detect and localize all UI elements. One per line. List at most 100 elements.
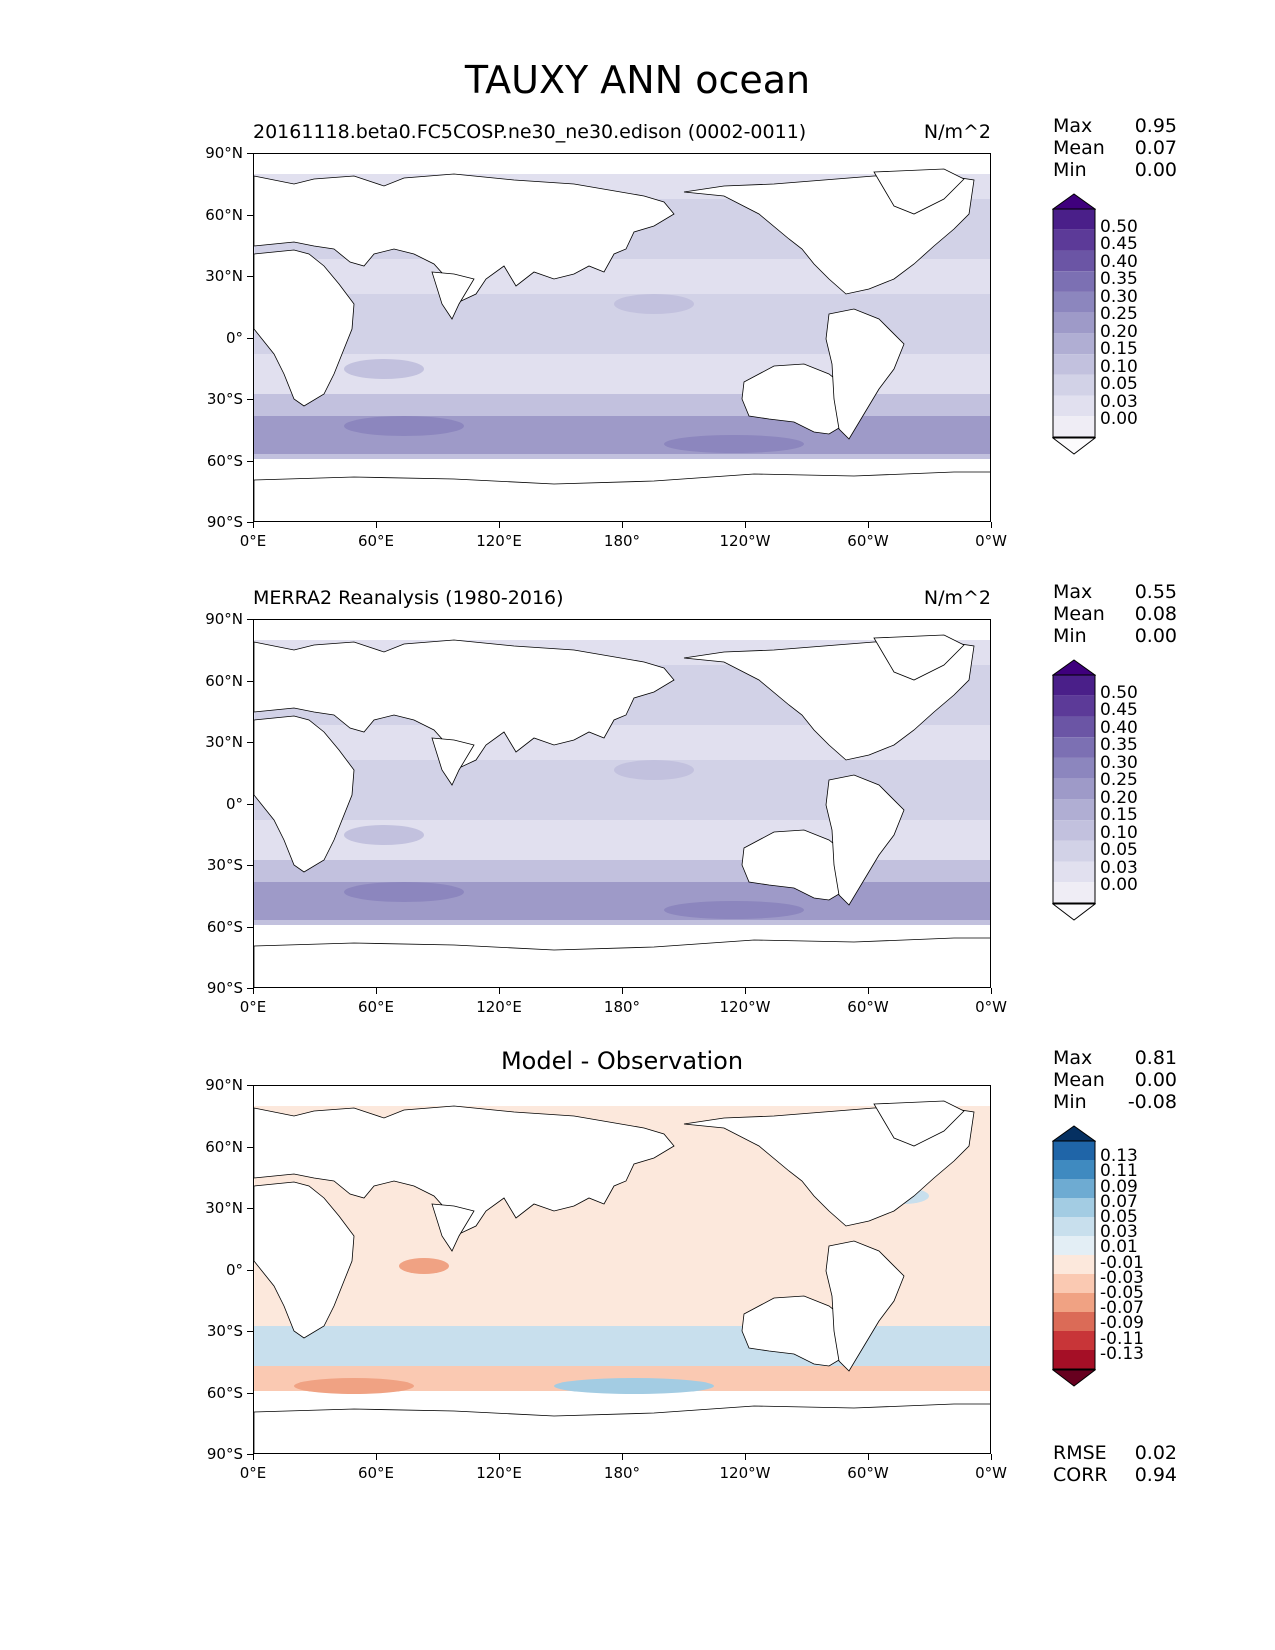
colorbar-level-label: 0.30 — [1100, 752, 1138, 773]
ocean-feature-5 — [664, 435, 804, 453]
colorbar-outline — [1052, 208, 1096, 438]
coastline-europe-asia — [254, 173, 675, 303]
y-tick-label: 0° — [225, 328, 243, 347]
coastline-india — [431, 737, 475, 786]
y-tick-mark — [247, 1269, 253, 1271]
y-tick-label: 60°N — [205, 205, 243, 224]
colorbar-level-label: 0.05 — [1100, 374, 1138, 395]
colorbar-segment — [1053, 861, 1095, 883]
panel-title-center: Model - Observation — [500, 1047, 744, 1075]
map-panel — [253, 619, 991, 988]
colorbar-level-label: -0.11 — [1100, 1328, 1144, 1349]
stat-value-max: 0.95 — [1134, 115, 1177, 137]
colorbar-level-label: 0.45 — [1100, 234, 1138, 255]
x-tick-mark — [253, 522, 254, 528]
stat-value-mean: 0.00 — [1134, 1069, 1177, 1091]
colorbar-segment — [1053, 209, 1095, 230]
colorbar-segment — [1053, 737, 1095, 758]
y-tick-mark — [247, 1085, 253, 1086]
colorbar-level-label: 0.03 — [1100, 1222, 1138, 1243]
stat-label-rmse: RMSE — [1053, 1442, 1107, 1464]
coastline-south-america — [825, 774, 905, 906]
colorbar-segment — [1053, 416, 1095, 437]
colorbar-extend-min — [1052, 903, 1096, 921]
x-tick-label: 180° — [603, 1464, 641, 1482]
coastline-greenland — [873, 1100, 965, 1147]
colorbar-level-label: 0.09 — [1100, 1176, 1138, 1197]
colorbar-level-label: 0.40 — [1100, 717, 1138, 738]
stat-label-min: Min — [1053, 625, 1087, 647]
x-tick-label: 0°E — [239, 532, 267, 550]
coastline-africa — [254, 1181, 355, 1339]
colorbar-extend-max — [1052, 659, 1096, 676]
x-tick-mark — [499, 1454, 500, 1460]
y-tick-mark — [247, 153, 253, 154]
coastline-india — [431, 271, 475, 320]
colorbar-segment — [1053, 1274, 1095, 1293]
map-plot — [254, 154, 990, 521]
x-tick-mark — [253, 1454, 254, 1460]
stat-label-mean: Mean — [1053, 603, 1105, 625]
stat-label-max: Max — [1053, 115, 1093, 137]
y-tick-mark — [247, 1331, 253, 1332]
x-tick-mark — [622, 988, 623, 994]
colorbar-segment — [1053, 333, 1095, 355]
colorbar-level-label: 0.03 — [1100, 857, 1138, 878]
colorbar-level-label: 0.40 — [1100, 251, 1138, 272]
colorbar-level-label: 0.15 — [1100, 339, 1138, 360]
colorbar-segment — [1053, 1312, 1095, 1331]
colorbar-segment — [1053, 1293, 1095, 1312]
colorbar-segment — [1053, 1179, 1095, 1198]
x-tick-label: 120°W — [719, 532, 771, 550]
y-tick-mark — [247, 460, 253, 462]
ocean-feature-5 — [664, 901, 804, 919]
y-tick-label: 90°N — [205, 144, 243, 162]
colorbar-segment — [1053, 1331, 1095, 1350]
ocean-feature-1 — [614, 294, 694, 314]
y-tick-mark — [247, 619, 253, 620]
y-tick-mark — [247, 399, 253, 400]
stat-label-min: Min — [1053, 159, 1087, 181]
ocean-feature-5 — [294, 1378, 414, 1394]
stat-value-rmse: 0.02 — [1134, 1442, 1177, 1464]
stat-label-mean: Mean — [1053, 1069, 1105, 1091]
colorbar-extend-max — [1052, 1125, 1096, 1142]
y-tick-label: 90°S — [206, 979, 243, 997]
y-tick-label: 90°S — [206, 1445, 243, 1463]
stat-label-min: Min — [1053, 1091, 1087, 1113]
x-tick-label: 120°E — [476, 998, 522, 1016]
coastline-europe-asia — [254, 1105, 675, 1235]
x-tick-label: 60°E — [357, 998, 395, 1016]
stat-label-max: Max — [1053, 1047, 1093, 1069]
colorbar-segment — [1053, 820, 1095, 841]
colorbar-level-label: -0.01 — [1100, 1252, 1144, 1273]
x-tick-label: 0°W — [975, 1464, 1007, 1482]
y-tick-label: 30°N — [205, 733, 243, 751]
colorbar-level-label: 0.07 — [1100, 1191, 1138, 1212]
panel-units: N/m^2 — [923, 121, 991, 143]
ocean-band-south-westerlies-edge — [254, 920, 990, 925]
colorbar-extend-max — [1052, 193, 1096, 210]
x-tick-label: 180° — [603, 998, 641, 1016]
y-tick-label: 60°N — [205, 1137, 243, 1156]
x-tick-mark — [991, 522, 992, 528]
y-tick-label: 30°S — [206, 856, 243, 874]
x-tick-mark — [745, 1454, 746, 1460]
colorbar-segment — [1053, 291, 1095, 313]
colorbar-outline — [1052, 1140, 1096, 1370]
colorbar-segment — [1053, 799, 1095, 821]
colorbar-segment — [1053, 354, 1095, 375]
colorbar-level-label: 0.50 — [1100, 216, 1138, 237]
panel-title-left: MERRA2 Reanalysis (1980-2016) — [253, 587, 564, 609]
x-tick-label: 120°E — [476, 1464, 522, 1482]
colorbar-segment — [1053, 1217, 1095, 1236]
colorbar-segment — [1053, 271, 1095, 292]
ocean-feature-2 — [344, 359, 424, 379]
map-plot — [254, 620, 990, 987]
coastline-antarctica — [254, 471, 990, 521]
x-tick-label: 60°W — [847, 532, 889, 550]
x-tick-mark — [376, 1454, 377, 1460]
colorbar-level-label: 0.00 — [1100, 409, 1138, 430]
x-tick-label: 60°W — [847, 1464, 889, 1482]
y-tick-mark — [247, 214, 253, 216]
